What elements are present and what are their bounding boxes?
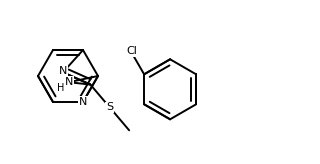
Text: N: N [59,66,67,76]
Text: H: H [57,83,64,93]
Text: N: N [79,97,87,107]
Text: Cl: Cl [126,46,137,56]
Text: N: N [64,77,73,87]
Text: S: S [106,102,113,112]
